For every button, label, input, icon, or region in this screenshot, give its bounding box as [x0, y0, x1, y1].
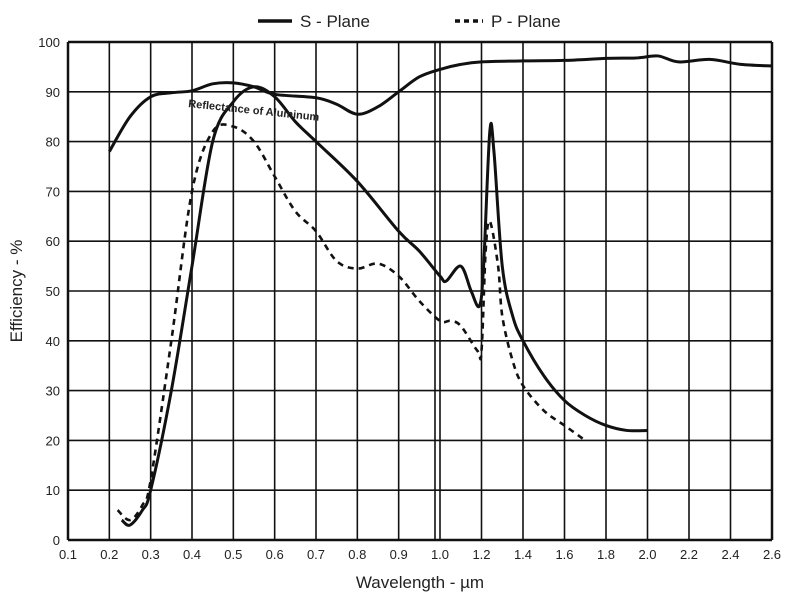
x-tick-label: 1.8 — [597, 547, 615, 562]
s-plane-line — [120, 85, 648, 527]
x-tick-label: 0.6 — [266, 547, 284, 562]
y-tick-label: 20 — [46, 433, 60, 448]
y-axis-label: Efficiency - % — [7, 240, 26, 343]
legend: S - Plane P - Plane — [258, 12, 561, 31]
x-tick-label: 0.7 — [307, 547, 325, 562]
x-tick-label: 2.6 — [763, 547, 781, 562]
x-tick-label: 0.9 — [390, 547, 408, 562]
y-tick-label: 10 — [46, 483, 60, 498]
y-tick-label: 70 — [46, 184, 60, 199]
x-tick-label: 1.2 — [472, 547, 490, 562]
grid — [66, 40, 774, 542]
y-tick-label: 60 — [46, 234, 60, 249]
x-tick-label: 1.0 — [431, 547, 449, 562]
x-tick-label: 1.6 — [555, 547, 573, 562]
y-tick-label: 90 — [46, 85, 60, 100]
y-tick-label: 100 — [38, 35, 60, 50]
y-tick-label: 30 — [46, 384, 60, 399]
series-layer — [108, 54, 773, 527]
x-tick-label: 2.0 — [638, 547, 656, 562]
p-plane-line — [116, 123, 587, 522]
x-tick-label: 0.4 — [183, 547, 201, 562]
tick-labels: 0 10 20 30 40 50 60 70 80 90 100 0.1 0.2 0.3 0.4 0.5 0.6… — [38, 35, 781, 562]
y-tick-label: 80 — [46, 135, 60, 150]
x-axis-label: Wavelength - µm — [356, 573, 484, 592]
legend-label-p-plane: P - Plane — [491, 12, 561, 31]
x-tick-label: 2.2 — [680, 547, 698, 562]
annotation-reflectance: Reflectance of Aluminum — [188, 98, 320, 124]
x-tick-label: 0.8 — [348, 547, 366, 562]
x-tick-label: 0.2 — [100, 547, 118, 562]
x-tick-label: 2.4 — [721, 547, 739, 562]
x-tick-label: 0.1 — [59, 547, 77, 562]
y-tick-label: 0 — [53, 533, 60, 548]
x-tick-label: 1.4 — [514, 547, 532, 562]
y-tick-label: 50 — [46, 284, 60, 299]
reflectance-aluminum-line — [108, 54, 773, 153]
y-tick-label: 40 — [46, 334, 60, 349]
legend-label-s-plane: S - Plane — [300, 12, 370, 31]
x-tick-label: 0.5 — [224, 547, 242, 562]
x-tick-label: 0.3 — [142, 547, 160, 562]
